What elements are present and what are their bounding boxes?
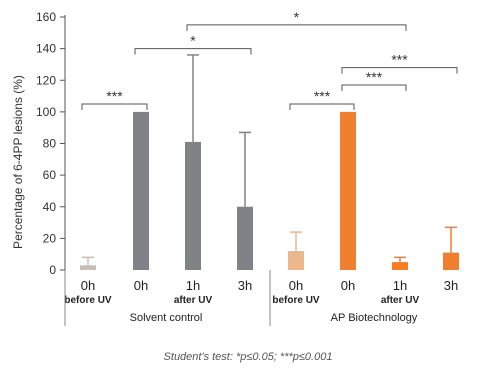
x-tick-label: 3h	[238, 278, 252, 293]
y-tick-label: 0	[49, 263, 56, 277]
group-label: Solvent control	[130, 312, 203, 324]
bar	[133, 111, 149, 270]
y-tick-label: 40	[43, 200, 57, 214]
significance-label: ***	[391, 52, 408, 68]
x-tick-label: 0h	[134, 278, 148, 293]
x-tick-label: 0h	[341, 278, 355, 293]
bar	[340, 111, 356, 270]
significance-label: ***	[106, 88, 123, 104]
footnote: Student's test: *p≤0.05; ***p≤0.001	[164, 351, 333, 363]
y-tick-label: 20	[43, 231, 57, 245]
bar	[80, 265, 96, 270]
group-label: AP Biotechnology	[331, 312, 418, 324]
x-tick-label: 0h	[289, 278, 303, 293]
y-tick-label: 60	[43, 168, 57, 182]
y-axis-label: Percentage of 6-4PP lesions (%)	[11, 75, 25, 249]
bar	[443, 252, 459, 270]
bar	[185, 141, 201, 270]
y-tick-label: 100	[36, 105, 56, 119]
x-sub-label: before UV	[64, 295, 112, 306]
y-tick-label: 160	[36, 10, 56, 24]
x-sub-label: before UV	[272, 295, 320, 306]
significance-bracket	[81, 103, 148, 110]
x-sub-label: after UV	[381, 295, 420, 306]
bar	[392, 262, 408, 270]
significance-bracket	[341, 67, 458, 74]
bar	[237, 206, 253, 270]
significance-bracket	[186, 24, 407, 31]
significance-label: ***	[314, 88, 331, 104]
significance-bracket	[341, 84, 407, 91]
significance-brackets: **************	[81, 9, 458, 110]
significance-label: *	[294, 9, 300, 25]
significance-bracket	[289, 103, 355, 110]
x-tick-label: 1h	[186, 278, 200, 293]
x-tick-label: 3h	[444, 278, 458, 293]
x-tick-label: 0h	[81, 278, 95, 293]
x-sub-label: after UV	[174, 295, 213, 306]
y-tick-label: 140	[36, 42, 56, 56]
y-tick-label: 120	[36, 73, 56, 87]
significance-label: ***	[366, 69, 383, 85]
bars	[80, 54, 459, 270]
significance-label: *	[190, 33, 196, 49]
bar	[288, 251, 304, 270]
y-axis: 0 20 40 60 80 100 120 140 160	[36, 10, 66, 277]
x-tick-label: 1h	[393, 278, 407, 293]
x-axis: 0h before UV 0h 1h after UV 3h 0h before UV 0h 1h…	[64, 270, 458, 326]
significance-bracket	[134, 48, 252, 55]
y-tick-label: 80	[43, 137, 57, 151]
